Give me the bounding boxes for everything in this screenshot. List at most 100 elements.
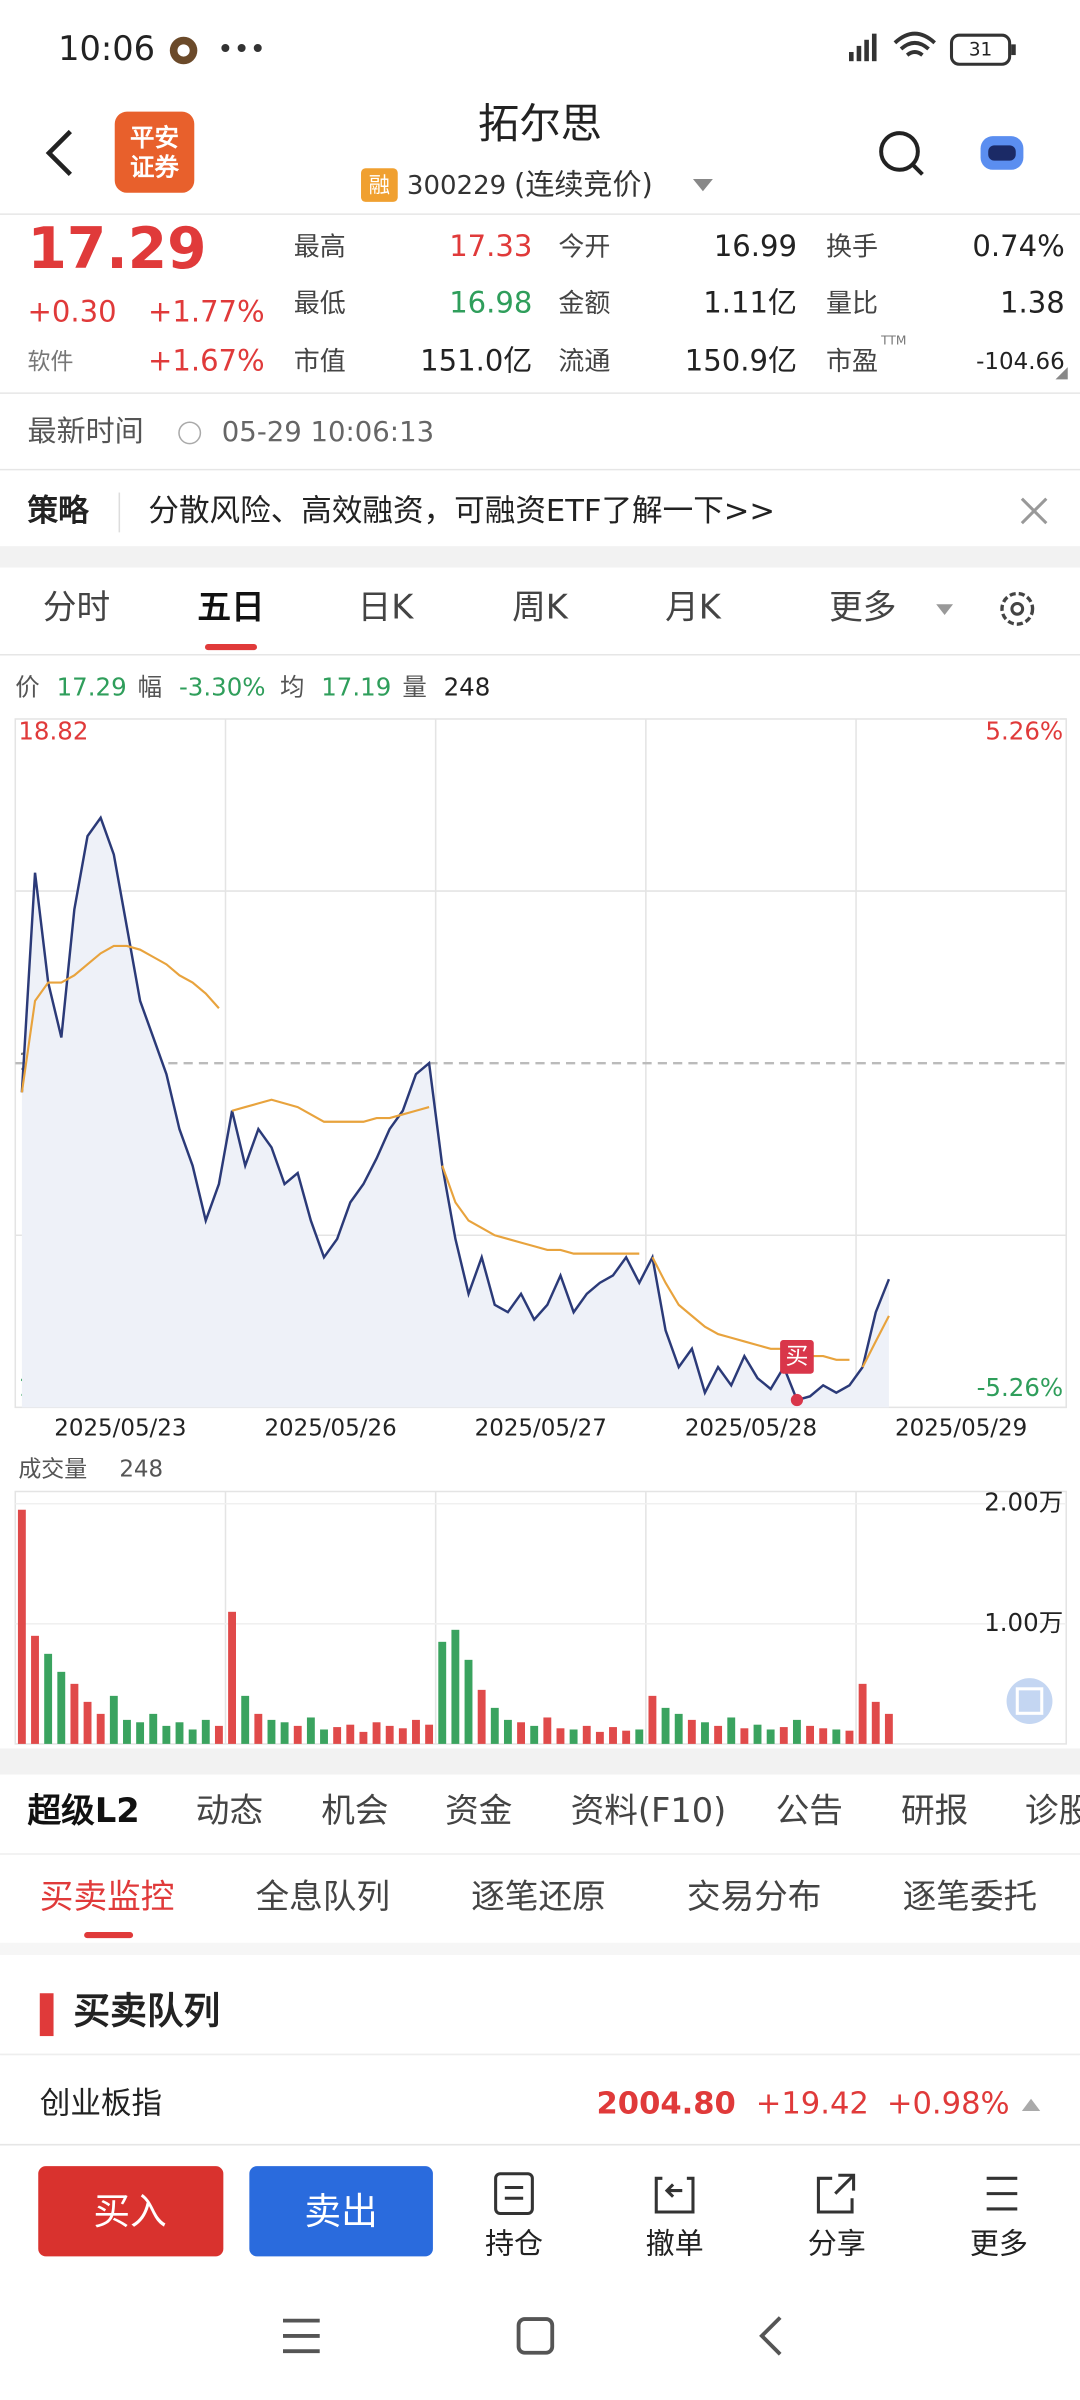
sub-tab[interactable]: 全息队列 — [255, 1877, 390, 1916]
expand-arrow[interactable] — [1021, 2098, 1041, 2112]
dropdown-icon[interactable] — [936, 604, 954, 615]
stat-label: 金额 — [558, 289, 610, 319]
stat-label: 市盈 — [826, 347, 878, 377]
legend-value: 248 — [444, 672, 491, 701]
volume-bar — [714, 1725, 723, 1744]
volume-bar — [740, 1728, 749, 1744]
volume-bar — [609, 1727, 617, 1744]
clock: 10:06 — [58, 29, 155, 68]
volume-bar — [293, 1725, 302, 1744]
info-tab[interactable]: 公告 — [776, 1791, 843, 1830]
chart-tab[interactable]: 分时 — [43, 587, 110, 626]
search-handle — [911, 163, 924, 176]
info-tab[interactable]: 资金 — [445, 1791, 512, 1830]
volume-bar — [109, 1695, 118, 1744]
dropdown-icon[interactable] — [692, 178, 713, 192]
chart-tab[interactable]: 周K — [512, 587, 569, 626]
pe-superscript: TTM — [880, 334, 906, 348]
info-tab[interactable]: 动态 — [196, 1791, 263, 1830]
wifi-icon — [893, 31, 936, 57]
assistant-face — [988, 145, 1016, 161]
info-icon[interactable] — [178, 421, 202, 445]
volume-bar — [687, 1719, 696, 1744]
volume-bar — [31, 1635, 39, 1744]
strategy-text[interactable]: 分散风险、高效融资，可融资ETF了解一下>> — [148, 494, 775, 529]
volume-tick-label: 2.00万 — [984, 1488, 1063, 1517]
nav-home[interactable] — [516, 2317, 555, 2355]
volume-bar — [701, 1722, 709, 1744]
chart-tab[interactable]: 月K — [665, 587, 722, 626]
battery-icon — [949, 33, 1012, 66]
volume-bar — [438, 1641, 447, 1744]
legend-label: 价 — [15, 672, 39, 701]
info-tab[interactable]: 资料(F10) — [571, 1791, 727, 1830]
volume-bar — [83, 1701, 92, 1744]
search-button[interactable] — [879, 131, 920, 172]
nav-menu[interactable] — [283, 2318, 320, 2354]
sub-tab[interactable]: 逐笔还原 — [471, 1877, 606, 1916]
back-button[interactable] — [45, 129, 72, 177]
volume-bar — [806, 1725, 815, 1744]
average-line — [651, 1256, 850, 1361]
settings-button[interactable] — [1000, 591, 1035, 626]
sub-tab[interactable]: 买卖监控 — [40, 1877, 175, 1916]
stat-label: 最低 — [294, 289, 346, 319]
gap — [0, 546, 1080, 568]
volume-bar — [490, 1707, 499, 1744]
info-tab[interactable]: 超级L2 — [28, 1791, 140, 1830]
volume-bar — [96, 1713, 105, 1744]
volume-bar — [464, 1659, 473, 1744]
info-tab[interactable]: 研报 — [901, 1791, 968, 1830]
volume-bar — [884, 1713, 893, 1744]
stat-value: -104.66 — [976, 349, 1065, 375]
buy-label[interactable]: 买入 — [93, 2190, 166, 2233]
volume-bar — [766, 1729, 775, 1744]
volume-bar — [503, 1719, 512, 1744]
close-button[interactable] — [1020, 497, 1048, 525]
sub-tab[interactable]: 交易分布 — [687, 1877, 822, 1916]
action-label[interactable]: 更多 — [970, 2227, 1028, 2261]
volume-bar — [871, 1701, 880, 1744]
stat-label: 流通 — [558, 347, 610, 377]
stock-name: 拓尔思 — [478, 100, 602, 148]
chart-tab[interactable]: 更多 — [829, 587, 896, 626]
price-line — [20, 815, 891, 1402]
sub-tab[interactable]: 逐笔委托 — [903, 1877, 1038, 1916]
status-icon — [177, 44, 190, 57]
volume-bar — [425, 1724, 434, 1744]
average-line — [441, 1165, 640, 1255]
chart-tab[interactable]: 日K — [358, 587, 415, 626]
settings-core — [1010, 601, 1025, 616]
info-tab[interactable]: 机会 — [321, 1791, 388, 1830]
volume-bar — [241, 1695, 250, 1744]
volume-bar — [372, 1722, 381, 1744]
x-tick-label: 2025/05/26 — [264, 1415, 396, 1441]
volume-bar — [320, 1729, 328, 1744]
expand-button[interactable] — [1006, 1678, 1053, 1725]
volume-bar — [674, 1713, 683, 1744]
status-dots: ••• — [217, 33, 266, 65]
volume-bar — [779, 1727, 788, 1744]
update-label: 最新时间 — [28, 414, 144, 448]
nav-back[interactable] — [759, 2316, 782, 2356]
action-label[interactable]: 撤单 — [646, 2227, 704, 2261]
volume-bar — [517, 1722, 526, 1744]
info-tab[interactable]: 诊股 — [1025, 1791, 1080, 1830]
sell-button[interactable] — [249, 2166, 433, 2257]
action-label[interactable]: 分享 — [808, 2227, 866, 2261]
volume-bar — [543, 1717, 552, 1744]
action-label[interactable]: 持仓 — [485, 2227, 543, 2261]
buy-button[interactable] — [38, 2166, 224, 2257]
stat-label: 最高 — [294, 232, 346, 262]
volume-bar — [792, 1719, 801, 1744]
volume-bar — [582, 1725, 591, 1744]
x-tick-label: 2025/05/23 — [54, 1415, 186, 1441]
volume-bar — [530, 1725, 539, 1744]
badge-text: 融 — [369, 174, 390, 199]
chart-tab[interactable]: 五日 — [197, 587, 264, 626]
price-area — [21, 817, 889, 1408]
gap — [0, 1748, 1080, 1775]
sell-label[interactable]: 卖出 — [304, 2190, 377, 2233]
section-title: 买卖队列 — [73, 1990, 220, 2033]
